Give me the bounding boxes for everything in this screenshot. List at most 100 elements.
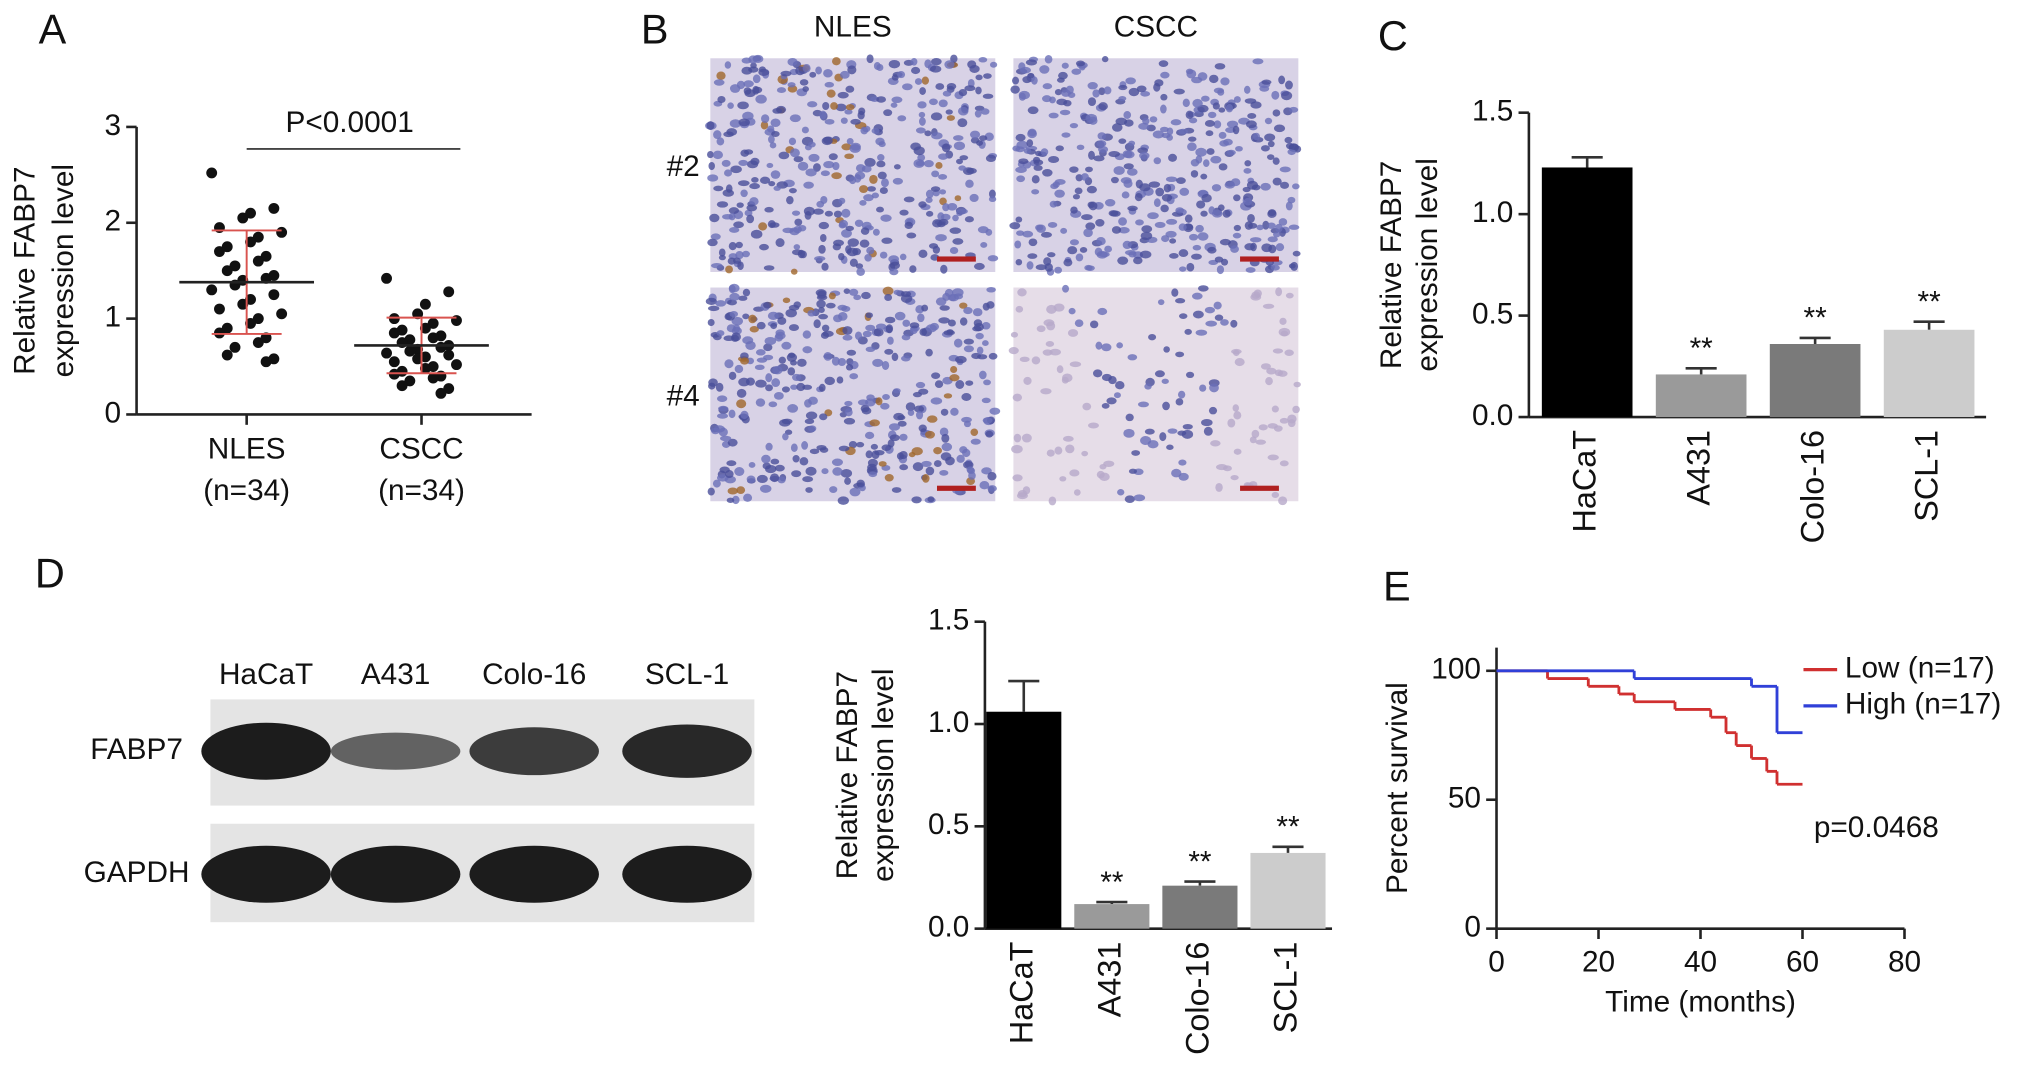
category-note: (n=34) [378,474,465,507]
nucleus [1154,370,1165,378]
dot [229,260,241,272]
nucleus [1233,411,1242,420]
nucleus [927,496,935,503]
nucleus [1080,173,1089,181]
nucleus [844,408,853,417]
nucleus [805,168,817,177]
nucleus [727,299,738,306]
nucleus [727,438,738,447]
nucleus [977,354,988,360]
x-tick-label: NLES [208,433,286,466]
nucleus [909,265,917,273]
nucleus [1161,194,1173,202]
nucleus [1186,262,1195,272]
nucleus [897,420,907,427]
nucleus [871,128,880,134]
nucleus [710,233,721,240]
nucleus [707,319,715,327]
nucleus [763,354,774,361]
nucleus [860,126,869,135]
nucleus [752,74,761,84]
nucleus [1065,85,1074,94]
bar [1655,374,1747,418]
nucleus [1165,230,1177,238]
nucleus [1061,132,1071,138]
nucleus [1217,204,1225,212]
nucleus [835,103,847,112]
nucleus [1218,131,1227,139]
nucleus [765,442,773,451]
nucleus [1284,349,1294,356]
nucleus [842,334,853,341]
nucleus [770,118,781,127]
nucleus [773,392,784,400]
band [201,845,331,903]
nucleus [1054,189,1065,198]
nucleus [828,292,836,300]
nucleus [1234,358,1245,367]
nucleus [1279,317,1287,325]
row-label: #2 [667,150,700,183]
y-tick-label: 1.0 [1472,196,1513,229]
nucleus [1054,266,1063,274]
nucleus [1201,95,1210,102]
dot [245,317,256,329]
nucleus [925,210,934,217]
nucleus [987,471,997,481]
nucleus [1278,496,1288,506]
nucleus [749,326,759,333]
nucleus [802,346,813,354]
band [622,845,752,903]
nucleus [1191,253,1202,260]
nucleus [758,68,770,76]
dot [443,383,455,395]
nucleus [707,174,719,182]
nucleus [1262,303,1275,309]
nucleus [891,96,903,104]
nucleus [728,283,740,293]
nucleus [737,261,744,271]
nucleus [953,141,966,151]
dot [221,241,233,253]
dot [419,363,431,374]
nucleus [875,397,883,406]
nucleus [780,70,792,77]
nucleus [778,151,790,160]
nucleus [1085,222,1096,231]
nucleus [1054,89,1062,96]
nucleus [1070,206,1078,214]
nucleus [1008,347,1019,355]
nucleus [921,304,929,312]
nucleus [841,143,852,151]
nucleus [1279,460,1289,467]
nucleus [1175,351,1185,358]
nucleus [1153,157,1162,165]
nucleus [770,458,780,465]
nucleus [976,140,984,146]
nucleus [764,336,777,346]
nucleus [726,497,735,503]
nucleus [987,485,997,492]
nucleus [921,76,930,85]
nucleus [1215,482,1223,492]
nucleus [1026,261,1034,270]
nucleus [1111,226,1122,234]
nucleus [1009,222,1021,230]
nucleus [963,338,974,345]
nucleus [952,214,959,222]
nucleus [888,423,901,431]
nucleus [1260,182,1271,191]
nucleus [925,430,935,439]
nucleus [925,324,937,333]
nucleus [707,305,720,312]
nucleus [1267,222,1276,229]
bar [1541,167,1633,418]
nucleus [1173,88,1185,95]
nucleus [1096,470,1105,479]
nucleus [763,301,772,309]
nucleus [865,450,873,459]
nucleus [854,219,864,227]
nucleus [788,352,796,358]
y-axis-label: Relative FABP7 [1375,161,1408,369]
nucleus [1212,102,1220,110]
